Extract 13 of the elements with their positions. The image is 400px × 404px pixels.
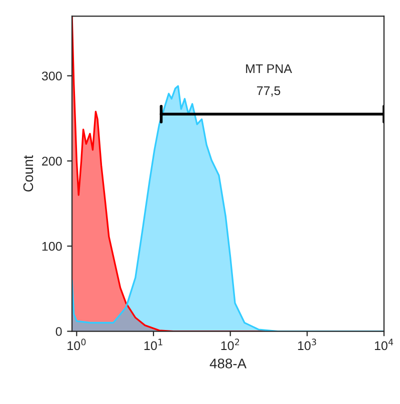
y-tick-label: 100: [42, 242, 62, 251]
x-tick-label: 10$^{2}$: [221, 338, 240, 350]
annotation: MT PNA: [246, 64, 292, 73]
annotation: 77,5: [257, 86, 280, 97]
x-tick-label: 10$^{4}$: [374, 338, 394, 350]
x-tick-label: 10$^{0}$: [68, 338, 86, 350]
x-tick-label: 10$^{3}$: [298, 338, 316, 350]
y-tick-label: 300: [42, 72, 62, 80]
x-tick-label: 10$^{1}$: [144, 338, 162, 350]
y-axis-title: Count: [23, 155, 34, 192]
x-axis-title: 488-A: [210, 358, 247, 368]
y-tick-label: 0: [56, 327, 62, 336]
y-tick-label: 200: [42, 156, 62, 166]
